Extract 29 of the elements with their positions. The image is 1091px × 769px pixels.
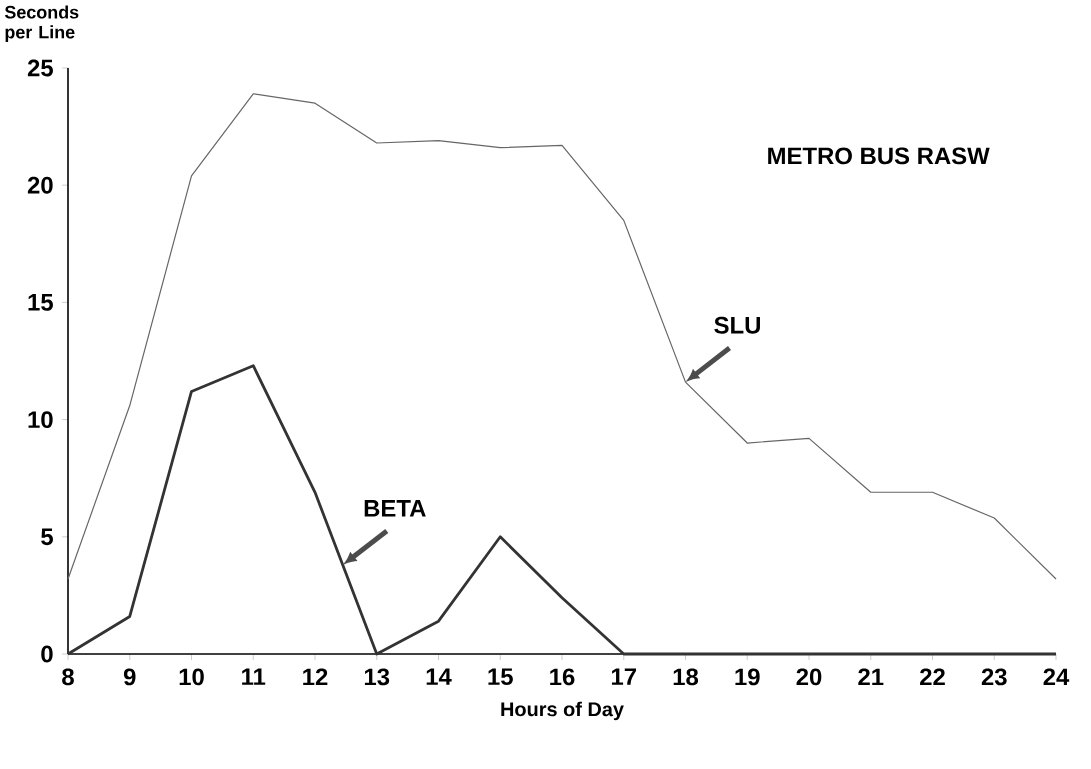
- x-tick-label: 13: [364, 668, 390, 686]
- y-tick-label: 25: [27, 59, 53, 77]
- y-axis-title: Seconds per Line: [4, 5, 79, 43]
- x-tick-label: 11: [242, 668, 266, 685]
- x-tick-label: 9: [123, 668, 136, 686]
- x-tick-label: 12: [303, 668, 328, 686]
- x-tick-label: 21: [858, 668, 884, 686]
- x-tick-label: 17: [611, 668, 636, 685]
- line-series: [67, 93, 1057, 580]
- x-tick-label: 15: [488, 668, 513, 686]
- x-tick-label: 22: [920, 668, 945, 686]
- y-tick-label: 0: [41, 645, 53, 663]
- y-tick-label: 15: [28, 294, 53, 311]
- x-tick-label: 14: [426, 668, 452, 685]
- x-tick-label: 8: [62, 668, 74, 686]
- x-tick-label: 19: [735, 668, 760, 686]
- x-tick-label: 24: [1043, 668, 1070, 686]
- x-tick-label: 18: [673, 668, 699, 686]
- annotation: METRO BUS RASW: [768, 147, 990, 165]
- y-tick-label: 5: [41, 528, 53, 546]
- x-tick-label: 10: [179, 668, 204, 686]
- x-tick-label: 16: [550, 668, 575, 686]
- annotation: BETA: [364, 500, 426, 517]
- y-tick-label: 20: [27, 176, 53, 194]
- x-tick-label: 23: [981, 668, 1007, 686]
- x-axis-title: Hours of Day: [501, 701, 624, 721]
- y-tick-label: 10: [28, 411, 53, 429]
- x-tick-label: 20: [796, 668, 822, 686]
- annotation: SLU: [714, 316, 760, 334]
